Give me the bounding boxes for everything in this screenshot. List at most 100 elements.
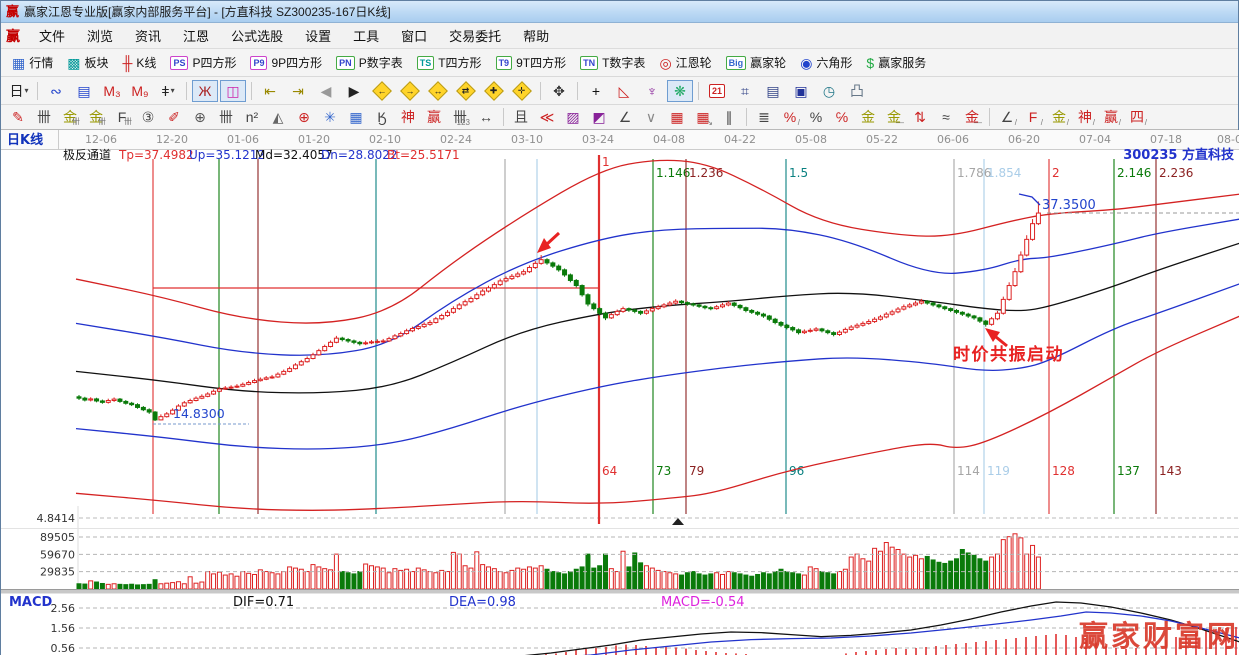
pattern-overlay-button[interactable]: Ж [192,79,218,102]
step-back-button[interactable]: ◀ [313,80,339,102]
gann-wheel-button[interactable]: ◎ 江恩轮 [652,51,718,75]
hexagon-button[interactable]: ◉ 六角形 [793,51,859,75]
shift-left-button[interactable]: ← [369,80,395,102]
t-digital-button[interactable]: TN T数字表 [573,51,652,75]
chart-canvas[interactable]: 日K线 12-06 12-20 01-06 01-20 02-10 02-24 03-10 03… [1,130,1239,655]
gann-box-tool[interactable]: 且 [509,107,533,127]
pan-tool-button[interactable]: ✥ [546,80,572,102]
menu-item-交易委托[interactable]: 交易委托 [449,29,502,44]
p-square-button[interactable]: PS P四方形 [163,51,243,75]
gold-line-tool[interactable]: 金 — [887,109,904,127]
ying-tool[interactable]: 赢 [422,107,446,127]
menu-item-公式选股[interactable]: 公式选股 [231,29,284,44]
star-grid-tool[interactable]: ✳ [318,107,342,127]
parallel-lines-tool[interactable]: ∥ [717,107,741,127]
shen-angle-tool[interactable]: 神 / [1078,109,1095,127]
percent-line-tool[interactable]: % / [783,109,800,127]
expand-h-button[interactable]: ↔ [425,80,451,102]
grid-123-tool[interactable]: 卌 123 [453,109,470,127]
candle-mini-button[interactable]: ǂ ▾ [161,82,175,99]
candle-style-button[interactable]: 日 ▾ [9,82,29,99]
red-grid-tool[interactable]: ▦ [665,107,689,127]
price-scale-tool[interactable]: ≣ [752,107,776,127]
calendar-button[interactable]: 21 [704,80,730,102]
wave-overlay-tool[interactable]: ≈ [934,107,958,127]
circle-gauge-tool[interactable]: ⊕ [188,107,212,127]
winner-wheel-button[interactable]: Big 赢家轮 [719,51,794,75]
red-grid-arrow-tool[interactable]: ▦ ↘ [696,109,713,127]
crosshair-tool-button[interactable]: + [583,80,609,102]
volume-profile-button[interactable]: ◫ [220,79,246,102]
red-circle-cross-tool[interactable]: ⊕ [292,107,316,127]
sector-button[interactable]: ▩ 板块 [60,51,115,75]
angle-set-tool[interactable]: ∠ / [1000,109,1017,127]
9p-square-button[interactable]: P9 9P四方形 [243,51,329,75]
t-square-button[interactable]: TS T四方形 [410,51,489,75]
memo-button[interactable]: ▤ [760,80,786,102]
winner-service-button[interactable]: $ 赢家服务 [859,51,933,75]
k-wave-tool[interactable]: Ӄ [370,107,394,127]
percent-tool[interactable]: % [804,107,828,127]
si-angle-tool[interactable]: 四 / [1130,109,1147,127]
menu-item-资讯[interactable]: 资讯 [135,29,162,44]
calculator-button[interactable]: ⌗ [732,80,758,102]
world-clock-button[interactable]: ◷ [816,80,842,102]
f-angle-tool[interactable]: F / [1028,109,1043,127]
expand-all-button[interactable]: ✚ [481,80,507,102]
mirror-angle-tool[interactable]: ◭ [266,107,290,127]
kline-button[interactable]: ╫ K线 [116,51,164,75]
gold-scale2-tool[interactable]: 金卌 [89,109,106,126]
menu-item-工具[interactable]: 工具 [353,29,380,44]
compress-all-button[interactable]: ✛ [509,80,535,102]
step-forward-button[interactable]: ▶ [341,80,367,102]
angle-measure-button[interactable]: ◺ [611,80,637,102]
go-first-button[interactable]: ⇤ [257,80,283,102]
9t-square-button[interactable]: T9 9T四方形 [489,51,574,75]
print-button[interactable]: 凸 [844,80,870,102]
quote-button[interactable]: ▦ 行情 [5,51,60,75]
t-square-button-icon: TS [416,55,435,70]
gold-circle-tool[interactable]: 金 [856,107,880,127]
wave9-button[interactable]: M₉ [127,80,153,102]
gold-red-line-tool[interactable]: 金 — [965,109,982,127]
go-last-button[interactable]: ⇥ [285,80,311,102]
scale-tool[interactable]: 卌 [32,107,56,127]
ying-angle-tool[interactable]: 赢 / [1104,109,1121,127]
grid-box-tool[interactable]: ▦ [344,107,368,127]
gann-shape-button[interactable]: ♆ [639,80,665,102]
p-digital-button-label: P数字表 [358,56,403,70]
fan-lines-tool[interactable]: ≪ [535,107,559,127]
spiral-scale-tool[interactable]: ③ [136,107,160,127]
v-line-tool[interactable]: ∨ [639,107,663,127]
menu-item-帮助[interactable]: 帮助 [523,29,550,44]
width-tool[interactable]: ↔ [474,107,498,127]
menu-item-江恩[interactable]: 江恩 [183,29,210,44]
shift-right-button[interactable]: → [397,80,423,102]
p-digital-button-icon: PN [336,55,355,70]
p-digital-button[interactable]: PN P数字表 [329,51,410,75]
wave3-button[interactable]: M₃ [99,80,125,102]
note-list-button[interactable]: ▤ [71,80,97,102]
n2-tool[interactable]: n² [240,107,264,127]
pattern-search-button[interactable]: ∾ [43,80,69,102]
shen-tool[interactable]: 神 [396,107,420,127]
pencil-tool[interactable]: ✎ [6,107,30,127]
menu-item-文件[interactable]: 文件 [39,29,66,44]
menu-item-浏览[interactable]: 浏览 [87,29,114,44]
plain-scale-tool[interactable]: 卌 [214,107,238,127]
grid-fan-tool[interactable]: ◩ [587,107,611,127]
menu-item-设置[interactable]: 设置 [305,29,332,44]
pen-bars-tool[interactable]: ⇅ [908,107,932,127]
menu-item-窗口[interactable]: 窗口 [401,29,428,44]
sector-button-label: 板块 [84,56,109,70]
compress-h-button[interactable]: ⇄ [453,80,479,102]
percent-eq-tool[interactable]: ℅ [830,107,854,127]
square-fan-tool[interactable]: ▨ [561,107,585,127]
save-button[interactable]: ▣ [788,80,814,102]
red-pencil-tool[interactable]: ✐ [162,107,186,127]
gold-scale-tool[interactable]: 金卌 [63,109,80,126]
smart-tool-button[interactable]: ❋ [667,79,693,102]
angle-line-tool[interactable]: ∠ [613,107,637,127]
gold-angle-tool[interactable]: 金 / [1052,109,1069,127]
